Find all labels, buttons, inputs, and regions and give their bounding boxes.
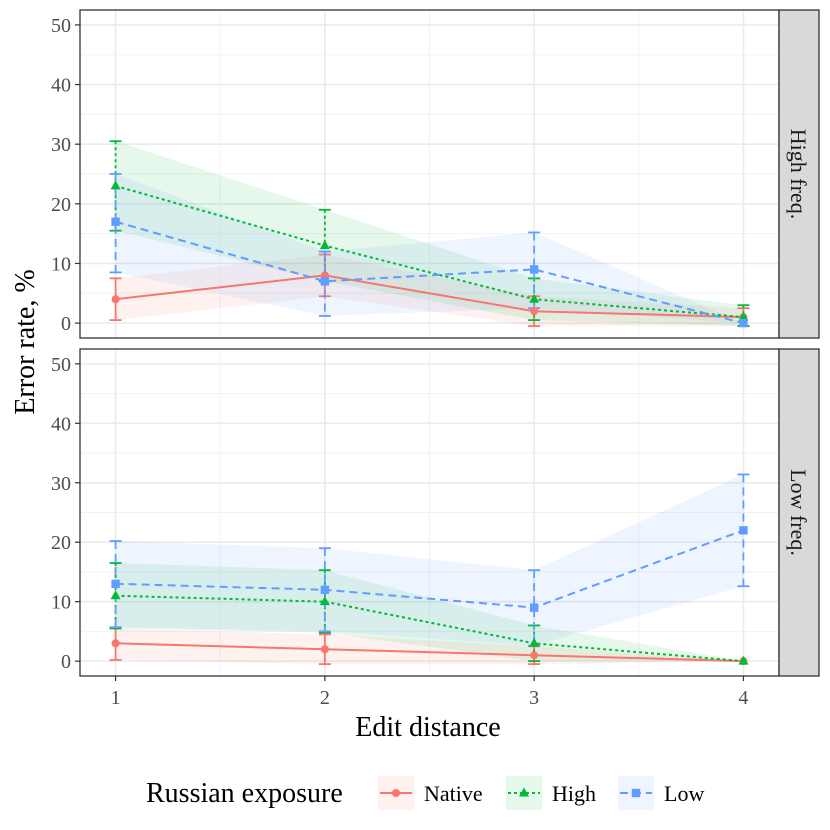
legend-item-high: High <box>506 776 596 810</box>
point-high <box>110 180 121 190</box>
point-low <box>739 526 748 535</box>
errorbar-low <box>109 173 122 274</box>
legend-title: Russian exposure <box>146 778 343 809</box>
panel-1: 0 10 20 30 40 50 High freq. <box>51 9 820 339</box>
x-axis-title: Edit distance <box>355 712 500 743</box>
ribbon-low <box>115 474 744 646</box>
point-high <box>319 240 330 250</box>
legend-label-low: Low <box>664 781 704 806</box>
series-line-low <box>115 529 744 609</box>
legend-item-low: Low <box>618 776 704 810</box>
y-tick-label: 30 <box>51 134 71 156</box>
point-low <box>320 585 330 594</box>
point-low <box>320 277 330 286</box>
y-tick-label: 10 <box>51 592 71 614</box>
point-native <box>530 307 539 316</box>
y-tick-label: 30 <box>51 473 71 495</box>
ribbon-low <box>115 174 744 324</box>
series-line-high <box>115 184 744 319</box>
point-high <box>319 596 330 606</box>
legend-item-native: Native <box>378 776 483 810</box>
x-tick-label: 3 <box>529 687 539 709</box>
point-high <box>738 311 749 321</box>
point-high <box>529 637 540 647</box>
series-line-high <box>115 594 744 663</box>
chart-panels: 0 10 20 30 40 50 High freq. 0 10 20 30 40 50 Low freq… <box>51 9 820 677</box>
y-tick-label: 50 <box>51 354 71 376</box>
facet-strip-label: High freq. <box>786 129 811 219</box>
legend-label-native: Native <box>424 781 483 806</box>
point-native <box>320 645 329 654</box>
y-tick-label: 40 <box>51 75 71 97</box>
x-tick-label: 2 <box>320 687 330 709</box>
point-low <box>111 579 120 589</box>
facet-strip-label: Low freq. <box>786 469 811 556</box>
series-line-low <box>115 220 744 325</box>
point-native <box>111 639 120 648</box>
y-tick-label: 0 <box>61 651 71 673</box>
point-low <box>529 603 539 612</box>
legend-key-marker <box>631 788 641 798</box>
point-high <box>110 590 121 600</box>
y-tick-label: 0 <box>61 313 71 335</box>
series-line-native <box>115 642 744 663</box>
x-tick-label: 1 <box>111 687 121 709</box>
panel-2: 0 10 20 30 40 50 Low freq. <box>51 348 820 677</box>
legend-key-marker <box>392 789 400 797</box>
series-line-native <box>115 274 744 319</box>
point-high <box>738 655 749 665</box>
legend-label-high: High <box>552 781 596 806</box>
legend-key-marker <box>519 787 529 797</box>
y-tick-label: 20 <box>51 194 71 216</box>
x-tick-label: 4 <box>738 687 748 709</box>
y-tick-label: 50 <box>51 15 71 37</box>
ribbon-native <box>115 628 744 665</box>
y-axis-title: Error rate, % <box>10 269 41 414</box>
facet-strip <box>778 9 820 339</box>
legend: Russian exposure Native High Low <box>146 776 704 810</box>
point-low <box>739 318 748 328</box>
point-high <box>529 293 540 303</box>
point-native <box>530 651 539 660</box>
point-low <box>111 217 120 226</box>
x-axis: 1 2 3 4 <box>111 676 748 709</box>
y-tick-label: 40 <box>51 413 71 435</box>
facet-strip <box>778 348 820 677</box>
point-native <box>111 295 120 304</box>
point-low <box>529 265 539 274</box>
y-tick-label: 20 <box>51 532 71 554</box>
ribbon-native <box>115 254 744 327</box>
y-tick-label: 10 <box>51 253 71 275</box>
